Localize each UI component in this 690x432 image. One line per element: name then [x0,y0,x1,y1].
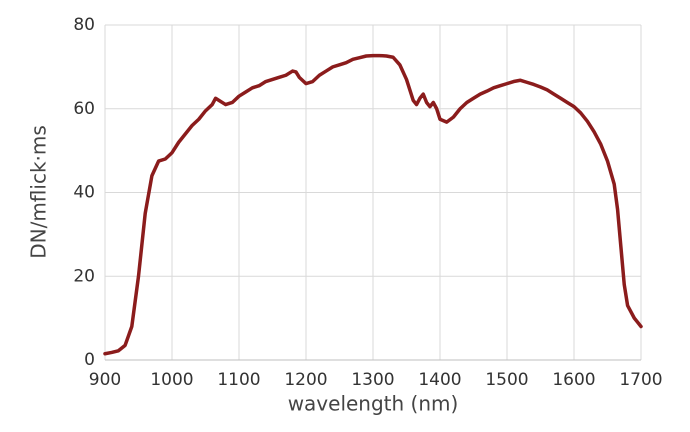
y-tick-label: 40 [73,183,95,203]
y-tick-label: 20 [73,266,95,286]
x-tick-label: 1200 [284,370,327,390]
x-tick-label: 1700 [619,370,662,390]
x-tick-label: 1000 [150,370,193,390]
y-tick-label: 60 [73,99,95,119]
x-tick-label: 1400 [418,370,461,390]
x-tick-label: 1500 [485,370,528,390]
series-line [103,53,643,356]
x-tick-label: 1600 [552,370,595,390]
x-tick-label: 900 [89,370,121,390]
x-tick-label: 1100 [217,370,260,390]
y-axis-label: DN/mflick·ms [27,125,51,259]
y-tick-label: 80 [73,15,95,35]
x-axis-label: wavelength (nm) [288,392,459,416]
y-tick-label: 0 [84,350,95,370]
x-tick-label: 1300 [351,370,394,390]
